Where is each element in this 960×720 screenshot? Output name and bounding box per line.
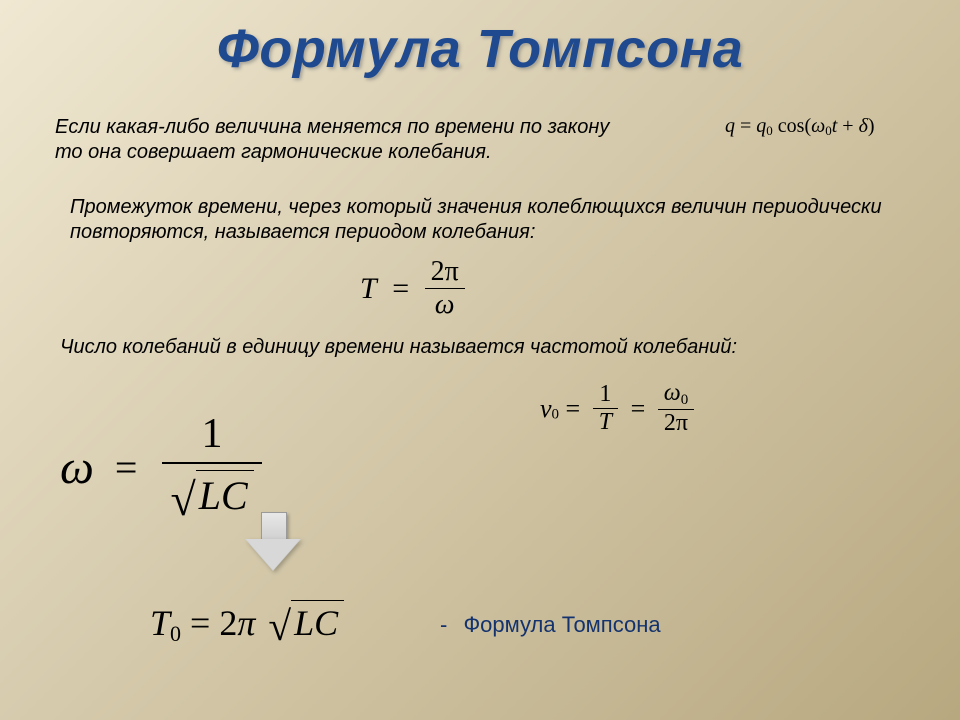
caption-text: Формула Томпсона — [463, 612, 660, 637]
radical-sign: √ — [170, 473, 195, 526]
omega-fraction: 1 √LC — [162, 410, 261, 526]
intro-line2: то она совершает гармонические колебания… — [55, 141, 492, 163]
sym-q: q — [725, 115, 735, 137]
sym-close: ) — [868, 115, 875, 137]
thomson-caption: - Формула Томпсона — [440, 612, 661, 638]
sqrt-lc: √LC — [170, 470, 253, 526]
nu-num2: ω0 — [658, 380, 694, 410]
down-arrow-icon — [245, 512, 301, 574]
page-title: Формула Томпсона — [0, 0, 960, 80]
T0-eq: = — [190, 603, 219, 643]
T0-radical: √ — [268, 602, 291, 650]
sym-cos: cos( — [773, 115, 811, 137]
caption-dash: - — [440, 612, 447, 637]
equation-frequency: ν0 = 1 T = ω0 2π — [540, 380, 700, 437]
intro-line1: Если какая-либо величина меняется по вре… — [55, 116, 609, 138]
period-den: ω — [425, 289, 465, 321]
nu-eq1: = — [566, 394, 581, 424]
T0-two: 2 — [219, 603, 237, 643]
equation-thomson: T0 = 2π √LC — [150, 600, 344, 650]
period-paragraph: Промежуток времени, через который значен… — [70, 195, 900, 245]
T0-radicand: LC — [291, 600, 344, 644]
sym-q0: q — [756, 115, 766, 137]
frequency-paragraph: Число колебаний в единицу времени называ… — [60, 335, 890, 360]
sym-delta: δ — [859, 115, 868, 137]
period-eq: = — [392, 272, 409, 306]
omega-lhs: ω — [60, 440, 94, 495]
period-lhs: T — [360, 272, 377, 306]
period-num: 2π — [425, 256, 465, 289]
nu-sym: ν — [540, 394, 552, 424]
nu-sub: 0 — [552, 406, 560, 422]
period-fraction: 2π ω — [425, 256, 465, 321]
nu-num1: 1 — [593, 381, 618, 409]
nu-eq2: = — [631, 394, 646, 424]
intro-paragraph: Если какая-либо величина меняется по вре… — [55, 115, 695, 165]
T0-pi: π — [237, 603, 255, 643]
sym-omega: ω — [811, 115, 825, 137]
sym-plus: + — [837, 115, 858, 137]
equation-period: T = 2π ω — [360, 256, 465, 321]
T0-sub: 0 — [170, 621, 181, 646]
omega-num: 1 — [162, 410, 261, 464]
equation-harmonic-law: q = q0 cos(ω0t + δ) — [725, 115, 875, 139]
nu-den1: T — [593, 409, 618, 436]
nu-den2: 2π — [658, 410, 694, 437]
nu-frac2: ω0 2π — [658, 380, 694, 437]
omega-eq: = — [115, 444, 138, 491]
T0-T: T — [150, 603, 170, 643]
sym-eq: = — [735, 115, 756, 137]
equation-angular-frequency: ω = 1 √LC — [60, 410, 262, 526]
T0-sqrt: √LC — [268, 600, 344, 650]
nu-frac1: 1 T — [593, 381, 618, 436]
